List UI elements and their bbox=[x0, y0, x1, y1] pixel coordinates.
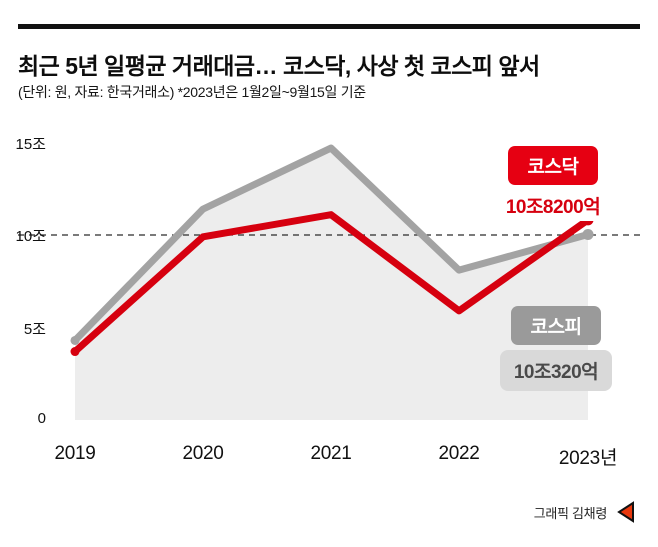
kospi-data-point bbox=[582, 228, 594, 240]
publisher-logo-icon bbox=[617, 501, 634, 523]
kosdaq-value: 10조8200억 bbox=[497, 190, 609, 221]
x-axis: 2019 2020 2021 2022 2023년 bbox=[0, 443, 658, 473]
x-tick-label: 2023년 bbox=[558, 448, 618, 469]
x-tick-label: 2022 bbox=[438, 443, 480, 464]
y-tick-label: 5조 bbox=[23, 320, 46, 338]
top-rule bbox=[18, 24, 640, 29]
chart-subtitle: (단위: 원, 자료: 한국거래소) *2023년은 1월2일~9월15일 기준 bbox=[18, 84, 366, 100]
kosdaq-data-point bbox=[70, 347, 80, 357]
y-tick-label: 10조 bbox=[15, 228, 47, 245]
y-tick-label: 0 bbox=[37, 410, 46, 427]
kosdaq-label-badge: 코스닥 bbox=[507, 146, 599, 185]
y-tick-label: 15조 bbox=[15, 135, 47, 153]
footer: 그래픽 김채령 bbox=[534, 501, 636, 523]
x-tick-label: 2020 bbox=[182, 443, 224, 464]
x-tick-label: 2021 bbox=[310, 443, 352, 464]
kospi-data-point bbox=[70, 335, 80, 345]
kospi-label-badge: 코스피 bbox=[510, 306, 602, 345]
x-tick-label: 2019 bbox=[54, 443, 96, 464]
kospi-value: 10조320억 bbox=[499, 350, 613, 391]
kosdaq-callout: 코스닥 10조8200억 bbox=[494, 146, 612, 221]
graphic-credit: 그래픽 김채령 bbox=[533, 505, 608, 521]
kospi-callout: 코스피 10조320억 bbox=[486, 306, 626, 391]
chart-title: 최근 5년 일평균 거래대금… 코스닥, 사상 첫 코스피 앞서 bbox=[18, 53, 540, 80]
